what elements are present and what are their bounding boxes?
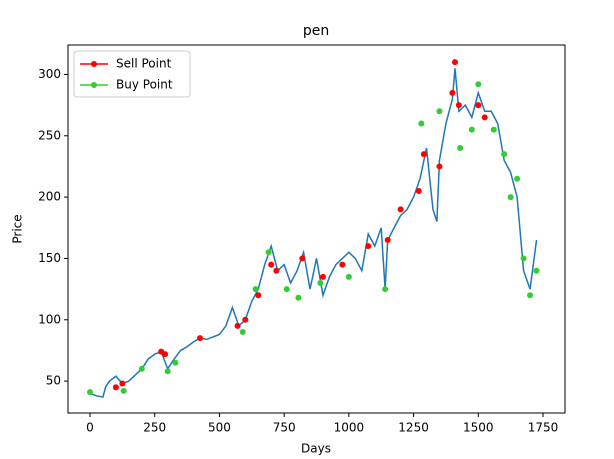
x-tick-label: 750	[273, 421, 296, 435]
y-tick-label: 200	[38, 190, 61, 204]
point-marker	[520, 255, 527, 262]
point-marker	[252, 286, 259, 293]
point-marker	[384, 237, 391, 244]
point-marker	[418, 120, 425, 127]
point-marker	[112, 384, 119, 391]
point-marker	[273, 267, 280, 274]
point-marker	[255, 292, 262, 299]
legend-marker	[91, 61, 97, 67]
point-marker	[172, 359, 179, 366]
x-axis-label: Days	[301, 442, 331, 456]
point-marker	[119, 380, 126, 387]
y-tick-label: 50	[46, 374, 61, 388]
point-marker	[415, 187, 422, 194]
point-marker	[87, 389, 94, 396]
point-marker	[449, 89, 456, 96]
point-marker	[436, 163, 443, 170]
point-marker	[242, 316, 249, 323]
point-marker	[295, 294, 302, 301]
point-marker	[268, 261, 275, 268]
point-marker	[514, 175, 521, 182]
y-tick-label: 250	[38, 128, 61, 142]
point-marker	[457, 145, 464, 152]
point-marker	[490, 126, 497, 133]
point-marker	[475, 102, 482, 109]
y-tick-label: 300	[38, 67, 61, 81]
point-marker	[468, 126, 475, 133]
y-tick-label: 150	[38, 251, 61, 265]
point-marker	[397, 206, 404, 213]
x-tick-label: 0	[86, 421, 94, 435]
point-marker	[283, 286, 290, 293]
point-marker	[481, 114, 488, 121]
point-marker	[365, 243, 372, 250]
point-marker	[451, 59, 458, 66]
x-tick-label: 1250	[398, 421, 429, 435]
point-marker	[164, 368, 171, 375]
point-marker	[533, 267, 540, 274]
x-tick-label: 500	[208, 421, 231, 435]
point-marker	[382, 286, 389, 293]
x-tick-label: 1500	[463, 421, 494, 435]
x-tick-label: 250	[143, 421, 166, 435]
plot-frame	[67, 44, 566, 414]
y-axis-label: Price	[11, 214, 25, 243]
point-marker	[197, 335, 204, 342]
y-tick-label: 100	[38, 312, 61, 326]
point-marker	[234, 322, 241, 329]
legend-label: Buy Point	[116, 78, 173, 92]
point-marker	[475, 81, 482, 88]
point-marker	[265, 249, 272, 256]
point-marker	[239, 329, 246, 336]
point-marker	[507, 194, 514, 201]
legend-label: Sell Point	[116, 57, 172, 71]
point-marker	[120, 387, 127, 394]
point-marker	[501, 151, 508, 158]
point-marker	[299, 255, 306, 262]
point-marker	[162, 351, 169, 358]
point-marker	[455, 102, 462, 109]
point-marker	[527, 292, 534, 299]
point-marker	[345, 273, 352, 280]
x-tick-label: 1750	[528, 421, 559, 435]
point-marker	[420, 151, 427, 158]
point-marker	[339, 261, 346, 268]
x-tick-label: 1000	[334, 421, 365, 435]
point-marker	[138, 365, 145, 372]
point-marker	[436, 108, 443, 115]
point-marker	[319, 273, 326, 280]
point-marker	[317, 279, 324, 286]
legend-marker	[91, 82, 97, 88]
chart-title: pen	[303, 23, 329, 39]
